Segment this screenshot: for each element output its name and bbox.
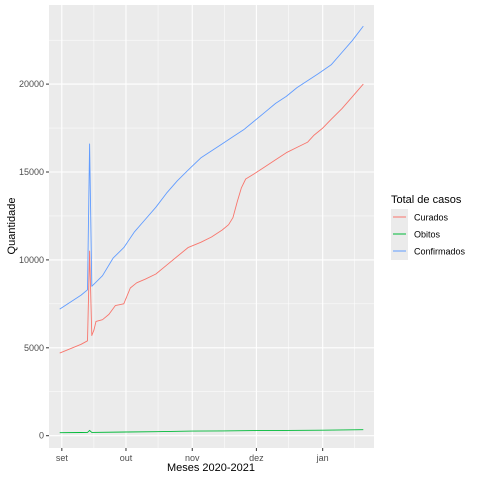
series-line-curados — [59, 83, 364, 354]
legend-title: Total de casos — [391, 194, 462, 206]
legend-items: Curados Obitos Confirmados — [391, 209, 466, 260]
y-axis-title: Quantidade — [6, 198, 18, 255]
x-tick-label: set — [56, 453, 69, 463]
series-line-obitos — [59, 429, 364, 434]
x-tick-label: jan — [316, 453, 329, 463]
major-gridlines — [49, 5, 374, 448]
legend-label-confirmados: Confirmados — [414, 247, 466, 257]
series-lines — [59, 25, 364, 434]
y-tick-label: 15000 — [19, 167, 44, 177]
x-tick-label: out — [120, 453, 133, 463]
y-tick-label: 20000 — [19, 79, 44, 89]
plot-panel — [49, 5, 374, 448]
legend-label-obitos: Obitos — [414, 230, 441, 240]
x-axis: set out nov dez jan — [56, 448, 329, 463]
legend: Total de casos Curados Obitos Confirmados — [391, 194, 466, 260]
x-axis-title: Meses 2020-2021 — [167, 462, 255, 474]
legend-label-curados: Curados — [414, 213, 449, 223]
y-tick-label: 5000 — [24, 343, 44, 353]
y-tick-label: 10000 — [19, 255, 44, 265]
x-tick-label: dez — [249, 453, 264, 463]
minor-gridlines — [49, 5, 374, 448]
y-axis: 0 5000 10000 15000 20000 — [19, 79, 49, 441]
y-tick-label: 0 — [39, 431, 44, 441]
series-line-confirmados — [59, 25, 364, 310]
x-tick-label: nov — [185, 453, 200, 463]
